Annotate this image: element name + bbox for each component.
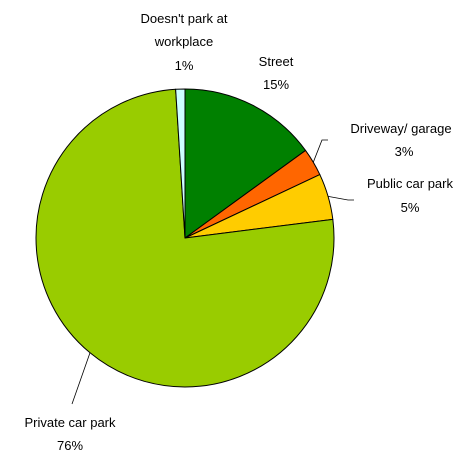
slice-label-private-car-park-value: 76% <box>57 438 83 453</box>
leader-line-public-car-park <box>328 196 354 201</box>
slice-label-doesnt-park-line2: workplace <box>154 34 214 49</box>
pie-slice-doesnt-park <box>175 88 186 239</box>
slice-label-street: Street 15% <box>259 54 294 92</box>
slice-label-public-car-park-value: 5% <box>401 200 420 215</box>
slice-label-public-car-park-name: Public car park <box>367 176 453 191</box>
slice-label-street-value: 15% <box>263 77 289 92</box>
slice-label-street-name: Street <box>259 54 294 69</box>
slice-label-private-car-park: Private car park 76% <box>24 415 116 453</box>
slice-label-private-car-park-name: Private car park <box>24 415 116 430</box>
pie-slices <box>35 88 335 388</box>
slice-label-doesnt-park: Doesn't park at workplace 1% <box>140 11 227 73</box>
slice-label-driveway-garage-name: Driveway/ garage <box>350 121 451 136</box>
slice-label-driveway-garage-value: 3% <box>395 144 414 159</box>
slice-label-driveway-garage: Driveway/ garage 3% <box>350 121 451 159</box>
slice-label-doesnt-park-line1: Doesn't park at <box>140 11 227 26</box>
slice-label-public-car-park: Public car park 5% <box>367 176 453 215</box>
pie-slice-street <box>184 88 307 239</box>
leader-lines <box>71 139 354 405</box>
leader-line-driveway-garage <box>312 139 328 163</box>
slice-label-doesnt-park-value: 1% <box>175 58 194 73</box>
leader-line-private-car-park <box>71 352 91 405</box>
